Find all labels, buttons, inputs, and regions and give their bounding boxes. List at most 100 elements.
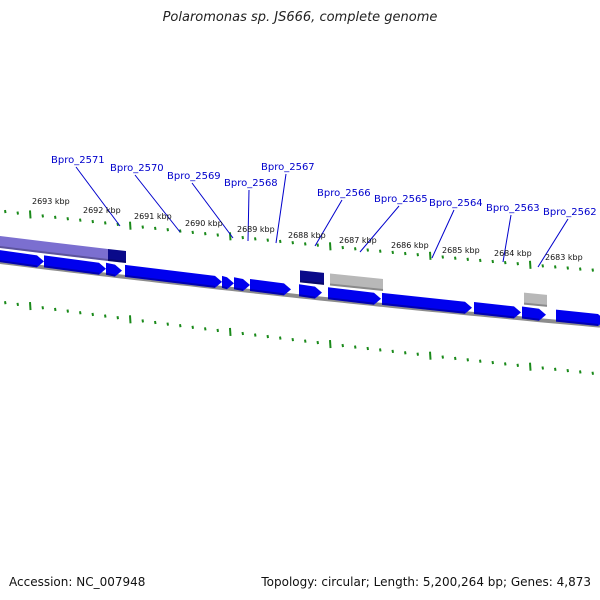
tick-mark xyxy=(329,340,332,349)
gene-feature xyxy=(0,235,47,254)
tick-mark xyxy=(29,210,32,219)
tick-mark xyxy=(116,316,119,320)
tick-mark xyxy=(191,325,194,329)
tick-mark xyxy=(16,211,19,215)
tick-mark xyxy=(54,307,57,312)
tick-mark xyxy=(279,239,282,244)
tick-mark xyxy=(329,242,332,251)
tick-mark xyxy=(466,358,469,362)
gene-shadow xyxy=(0,245,48,254)
label-leader xyxy=(314,199,343,247)
tick-mark xyxy=(141,319,144,323)
tick-mark xyxy=(341,245,344,250)
gene-feature xyxy=(522,306,546,321)
label-leader xyxy=(247,189,250,242)
label-leader xyxy=(359,205,400,253)
tick-mark xyxy=(304,339,307,343)
gene-feature xyxy=(44,255,106,275)
lower-tick-ring xyxy=(4,301,594,375)
tick-mark xyxy=(291,240,294,245)
gene-feature xyxy=(328,287,381,305)
gene-feature xyxy=(382,292,472,314)
tick-mark xyxy=(341,343,344,348)
gene-feature xyxy=(222,275,234,290)
tick-mark xyxy=(16,302,19,307)
gene-label: Bpro_2567 xyxy=(261,162,315,173)
gene-label: Bpro_2569 xyxy=(167,171,221,182)
tick-mark xyxy=(404,251,407,256)
label-leader xyxy=(275,173,287,244)
tick-mark xyxy=(104,221,107,225)
tick-mark xyxy=(154,226,157,231)
kbp-label: 2690 kbp xyxy=(185,219,223,228)
tick-mark xyxy=(491,360,494,365)
gene-shadow xyxy=(473,311,515,319)
tick-mark xyxy=(204,232,207,236)
tick-mark xyxy=(529,362,532,371)
tick-mark xyxy=(479,258,482,263)
label-leader xyxy=(502,214,512,263)
tick-mark xyxy=(179,324,182,328)
kbp-label: 2692 kbp xyxy=(83,206,121,215)
tick-mark xyxy=(391,250,394,255)
tick-mark xyxy=(529,260,532,269)
tick-mark xyxy=(291,337,294,342)
gene-shadow xyxy=(105,272,116,277)
tick-mark xyxy=(254,333,257,337)
gene-label: Bpro_2571 xyxy=(51,155,105,166)
gene-shadow xyxy=(107,258,127,264)
gene-feature xyxy=(300,270,324,285)
tick-mark xyxy=(141,225,144,229)
tick-mark xyxy=(566,266,569,270)
tick-mark xyxy=(404,351,407,355)
tick-mark xyxy=(504,362,507,366)
tick-mark xyxy=(491,259,494,264)
gene-label: Bpro_2565 xyxy=(374,194,428,205)
tick-mark xyxy=(591,371,594,375)
label-leader xyxy=(431,209,455,259)
gene-feature xyxy=(47,241,108,261)
kbp-label: 2693 kbp xyxy=(32,197,70,206)
tick-mark xyxy=(104,314,107,318)
tick-mark xyxy=(154,320,157,325)
tick-mark xyxy=(91,219,94,224)
tick-mark xyxy=(579,267,582,271)
gene-feature xyxy=(234,277,250,291)
gene-shadow xyxy=(46,251,109,261)
gene-feature xyxy=(524,292,547,307)
kbp-label: 2688 kbp xyxy=(288,231,326,240)
kbp-label: 2683 kbp xyxy=(545,253,583,262)
accession-text: Accession: NC_007948 xyxy=(9,575,146,589)
tick-mark xyxy=(316,243,319,247)
gene-feature xyxy=(250,278,291,296)
tick-mark xyxy=(4,301,7,305)
tick-mark xyxy=(41,214,44,218)
tick-mark xyxy=(466,257,469,261)
gene-shadow xyxy=(329,283,384,291)
tick-mark xyxy=(416,253,419,257)
genome-summary: Topology: circular; Length: 5,200,264 bp… xyxy=(261,575,591,589)
tick-mark xyxy=(366,248,369,252)
gene-feature xyxy=(474,301,521,319)
tick-mark xyxy=(429,351,432,360)
tick-mark xyxy=(554,265,557,269)
gene-shadow xyxy=(521,316,540,321)
gene-shadow xyxy=(381,302,466,314)
tick-mark xyxy=(354,247,357,251)
gene-feature xyxy=(556,309,600,327)
map-title: Polaromonas sp. JS666, complete genome xyxy=(162,10,438,25)
tick-mark xyxy=(191,230,194,235)
gene-label: Bpro_2568 xyxy=(224,178,278,189)
tick-mark xyxy=(591,268,594,272)
tick-mark xyxy=(429,251,432,260)
gene-feature xyxy=(299,284,322,299)
tick-mark xyxy=(54,215,57,219)
tick-mark xyxy=(166,228,169,232)
gene-feature xyxy=(330,273,383,291)
gene-label: Bpro_2563 xyxy=(486,203,540,214)
gene-feature xyxy=(106,262,122,277)
kbp-label: 2691 kbp xyxy=(134,212,172,221)
gene-shadow xyxy=(124,274,216,288)
tick-mark xyxy=(541,264,544,268)
